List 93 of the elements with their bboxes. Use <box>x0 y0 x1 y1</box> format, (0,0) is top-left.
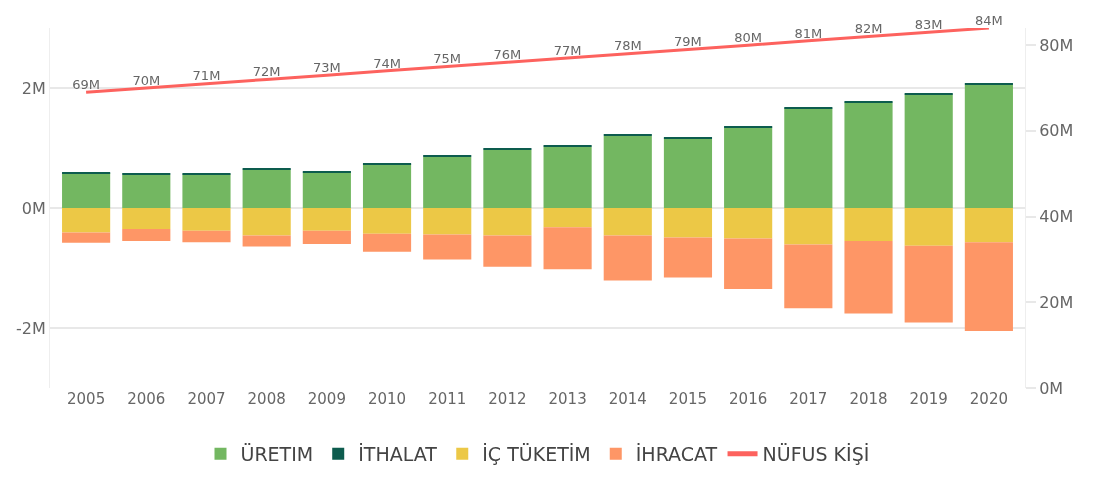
bar <box>122 229 171 241</box>
x-tick-label: 2010 <box>367 390 407 408</box>
bar <box>784 108 833 208</box>
bar <box>543 227 592 270</box>
data-label: 72M <box>252 64 281 80</box>
bar <box>362 208 412 234</box>
y-tick-label: -2M <box>16 318 46 338</box>
x-tick-label: 2009 <box>307 390 346 408</box>
bar <box>182 230 231 243</box>
data-label: 77M <box>553 42 582 58</box>
bar <box>242 235 291 247</box>
data-label: 71M <box>192 68 221 84</box>
bar <box>964 242 1013 331</box>
bar <box>964 208 1013 243</box>
data-label: 74M <box>373 55 401 71</box>
legend-label: NÜFUS KİŞİ <box>762 443 870 466</box>
legend-label: İTHALAT <box>358 443 438 466</box>
bar <box>302 172 351 208</box>
data-label: 69M <box>72 77 100 93</box>
bar <box>62 173 111 208</box>
y-tick-label: 0M <box>21 198 46 218</box>
bar <box>663 237 713 278</box>
x-tick-label: 2008 <box>247 390 286 408</box>
data-label: 84M <box>975 12 1003 28</box>
legend-label: ÜRETIM <box>240 443 314 466</box>
bar <box>543 146 592 208</box>
bar <box>784 244 833 309</box>
bar <box>302 230 351 244</box>
y2-tick-label: 40M <box>1039 207 1074 227</box>
y2-tick-label: 60M <box>1039 121 1074 141</box>
y2-tick-label: 80M <box>1039 35 1074 55</box>
bar <box>242 169 291 208</box>
data-label: 79M <box>674 34 702 50</box>
x-tick-label: 2013 <box>548 390 587 408</box>
y-tick-label: 2M <box>21 78 46 98</box>
x-tick-label: 2011 <box>428 390 467 408</box>
bar <box>242 208 291 236</box>
x-tick-label: 2006 <box>127 390 166 408</box>
x-tick-label: 2012 <box>488 390 527 408</box>
data-label: 78M <box>613 38 642 54</box>
data-label: 73M <box>312 59 341 75</box>
bar <box>423 234 472 260</box>
bar <box>603 136 652 208</box>
bar <box>904 208 953 246</box>
legend-label: İÇ TÜKETİM <box>482 443 591 466</box>
bar <box>784 208 833 245</box>
bar <box>724 127 773 208</box>
y2-tick-label: 0M <box>1039 378 1064 398</box>
bar <box>62 208 111 233</box>
x-tick-label: 2014 <box>608 390 647 408</box>
bar <box>423 208 472 235</box>
x-tick-label: 2007 <box>187 390 226 408</box>
bar <box>182 208 231 231</box>
bar <box>543 208 592 228</box>
legend-label: İHRACAT <box>635 443 718 466</box>
bar <box>603 208 652 236</box>
data-label: 81M <box>794 25 823 41</box>
data-label: 75M <box>433 51 462 67</box>
bar <box>483 208 532 236</box>
bar <box>904 94 953 208</box>
x-tick-label: 2020 <box>969 390 1008 408</box>
bar <box>362 164 412 208</box>
bar <box>904 245 953 323</box>
bar <box>964 85 1013 208</box>
data-label: 76M <box>493 47 522 63</box>
bar <box>844 208 893 241</box>
x-tick-label: 2018 <box>849 390 888 408</box>
bar <box>302 208 351 231</box>
bar <box>483 235 532 267</box>
bar <box>362 233 412 252</box>
x-tick-label: 2005 <box>67 390 106 408</box>
bar <box>423 157 472 208</box>
bar <box>603 235 652 281</box>
data-label: 83M <box>914 17 943 33</box>
bar <box>483 149 532 208</box>
x-tick-label: 2017 <box>789 390 828 408</box>
x-tick-label: 2016 <box>729 390 768 408</box>
bar <box>724 208 773 239</box>
bar <box>182 174 231 208</box>
bar <box>663 208 713 238</box>
x-tick-label: 2015 <box>668 390 708 408</box>
y2-tick-label: 20M <box>1039 292 1074 312</box>
x-tick-label: 2019 <box>909 390 948 408</box>
bar <box>122 208 171 229</box>
data-label: 70M <box>132 72 161 88</box>
bar <box>844 102 893 208</box>
bar <box>724 238 773 289</box>
bar <box>62 232 111 243</box>
bar <box>122 175 171 208</box>
data-label: 80M <box>734 29 763 45</box>
bar <box>663 138 713 208</box>
bar <box>844 241 893 314</box>
data-label: 82M <box>854 21 883 37</box>
